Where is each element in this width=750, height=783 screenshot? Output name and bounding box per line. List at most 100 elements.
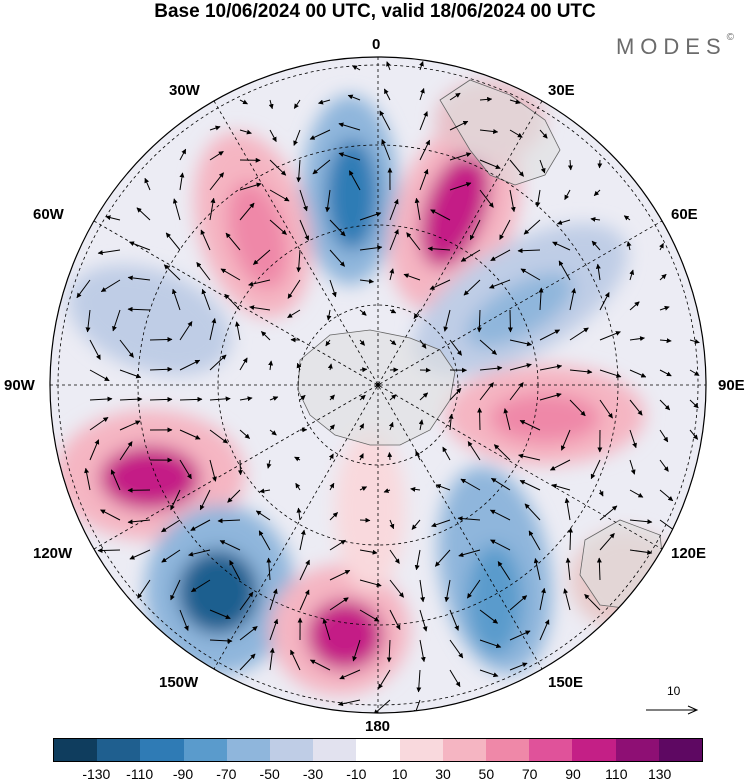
wind-arrow <box>209 354 227 371</box>
wind-arrow <box>309 659 331 671</box>
lon-label-60w: 60W <box>33 206 64 223</box>
wind-arrow <box>415 450 421 461</box>
wind-arrow <box>469 219 481 241</box>
wind-arrow <box>239 653 256 671</box>
lon-label-150w: 150W <box>159 674 199 691</box>
wind-arrow <box>217 518 241 524</box>
wind-arrow <box>188 549 211 557</box>
wind-arrow <box>419 339 427 349</box>
wind-arrow <box>373 699 391 713</box>
wind-arrow <box>352 639 361 662</box>
wind-arrow <box>479 669 499 678</box>
wind-arrow <box>190 519 211 531</box>
wind-arrow <box>549 459 571 471</box>
wind-arrow <box>569 399 586 417</box>
wind-arrow <box>520 268 541 281</box>
wind-arrow <box>136 207 151 221</box>
wind-arrow <box>387 452 393 461</box>
lon-label-60e: 60E <box>671 206 698 223</box>
wind-arrow <box>359 339 365 346</box>
wind-arrow <box>689 429 699 440</box>
wind-arrow <box>209 318 217 341</box>
wind-arrow <box>172 198 181 221</box>
wind-arrow <box>359 394 366 401</box>
wind-arrow <box>266 459 272 469</box>
wind-arrow <box>564 497 571 521</box>
wind-arrow <box>261 331 271 341</box>
wind-arrow <box>489 509 511 521</box>
wind-arrow <box>89 416 109 431</box>
wind-arrow <box>269 159 287 176</box>
colorbar-tick-label: 30 <box>435 766 451 782</box>
wind-arrow <box>269 588 278 611</box>
wind-arrow <box>509 595 528 611</box>
wind-arrow <box>386 639 392 663</box>
south-pole-marker <box>376 383 380 387</box>
colorbar-tick-label: 110 <box>605 766 628 782</box>
wind-arrow <box>239 202 255 221</box>
wind-arrow <box>290 649 301 671</box>
wind-arrow <box>105 215 121 221</box>
wind-arrow <box>523 219 541 235</box>
wind-arrow <box>406 232 421 251</box>
wind-arrow <box>689 338 700 344</box>
wind-arrow <box>479 129 499 134</box>
wind-arrow <box>347 94 361 101</box>
wind-arrow <box>255 510 271 521</box>
wind-arrow <box>389 579 404 598</box>
wind-arrow <box>418 419 424 431</box>
wind-arrow <box>528 530 541 551</box>
wind-arrow <box>312 159 331 175</box>
wind-arrow <box>149 396 173 402</box>
wind-arrow <box>127 519 151 525</box>
wind-arrow <box>209 609 231 620</box>
wind-arrow <box>329 424 335 431</box>
wind-arrow <box>539 392 562 401</box>
wind-arrow <box>419 579 426 603</box>
wind-arrow <box>568 527 574 551</box>
wind-arrow <box>431 519 451 528</box>
wind-arrow <box>359 367 368 373</box>
wind-arrow <box>119 441 133 461</box>
wind-arrow <box>509 382 524 401</box>
wind-arrow <box>414 549 421 571</box>
wind-arrow <box>299 589 310 611</box>
wind-arrow <box>299 559 310 581</box>
wind-arrow <box>519 480 541 491</box>
wind-arrow <box>567 159 573 171</box>
wind-arrow <box>569 288 577 311</box>
wind-arrow <box>429 279 451 290</box>
wind-arrow <box>659 273 667 281</box>
wind-arrow <box>299 394 306 401</box>
wind-arrow <box>560 429 571 451</box>
wind-arrow <box>296 159 302 183</box>
wind-arrow <box>293 99 301 109</box>
wind-arrow <box>389 519 395 530</box>
wind-arrow <box>509 189 516 213</box>
wind-arrow <box>419 639 426 663</box>
wind-arrow <box>593 189 601 197</box>
wind-arrow <box>419 61 424 71</box>
wind-arrow <box>209 429 229 444</box>
wind-arrow <box>89 369 110 382</box>
page-title: Base 10/06/2024 00 UTC, valid 18/06/2024… <box>154 1 596 22</box>
wind-arrow <box>327 363 333 371</box>
wind-arrow <box>509 363 532 371</box>
wind-arrow <box>220 268 241 281</box>
wind-arrow <box>629 336 645 342</box>
wind-arrow <box>629 489 644 498</box>
colorbar-tick-label: 130 <box>647 766 672 782</box>
wind-arrow <box>296 507 302 521</box>
colorbar-swatch <box>313 739 357 761</box>
wind-arrow <box>419 139 431 161</box>
wind-arrow <box>689 369 700 376</box>
wind-arrow <box>329 249 345 267</box>
colorbar-swatch <box>529 739 573 761</box>
wind-arrow <box>629 549 653 555</box>
wind-arrow <box>359 309 367 316</box>
wind-arrow <box>379 110 391 131</box>
wind-arrow <box>411 519 421 530</box>
lon-label-150e: 150E <box>548 674 584 691</box>
wind-arrow <box>268 99 274 110</box>
wind-arrow <box>119 420 141 431</box>
